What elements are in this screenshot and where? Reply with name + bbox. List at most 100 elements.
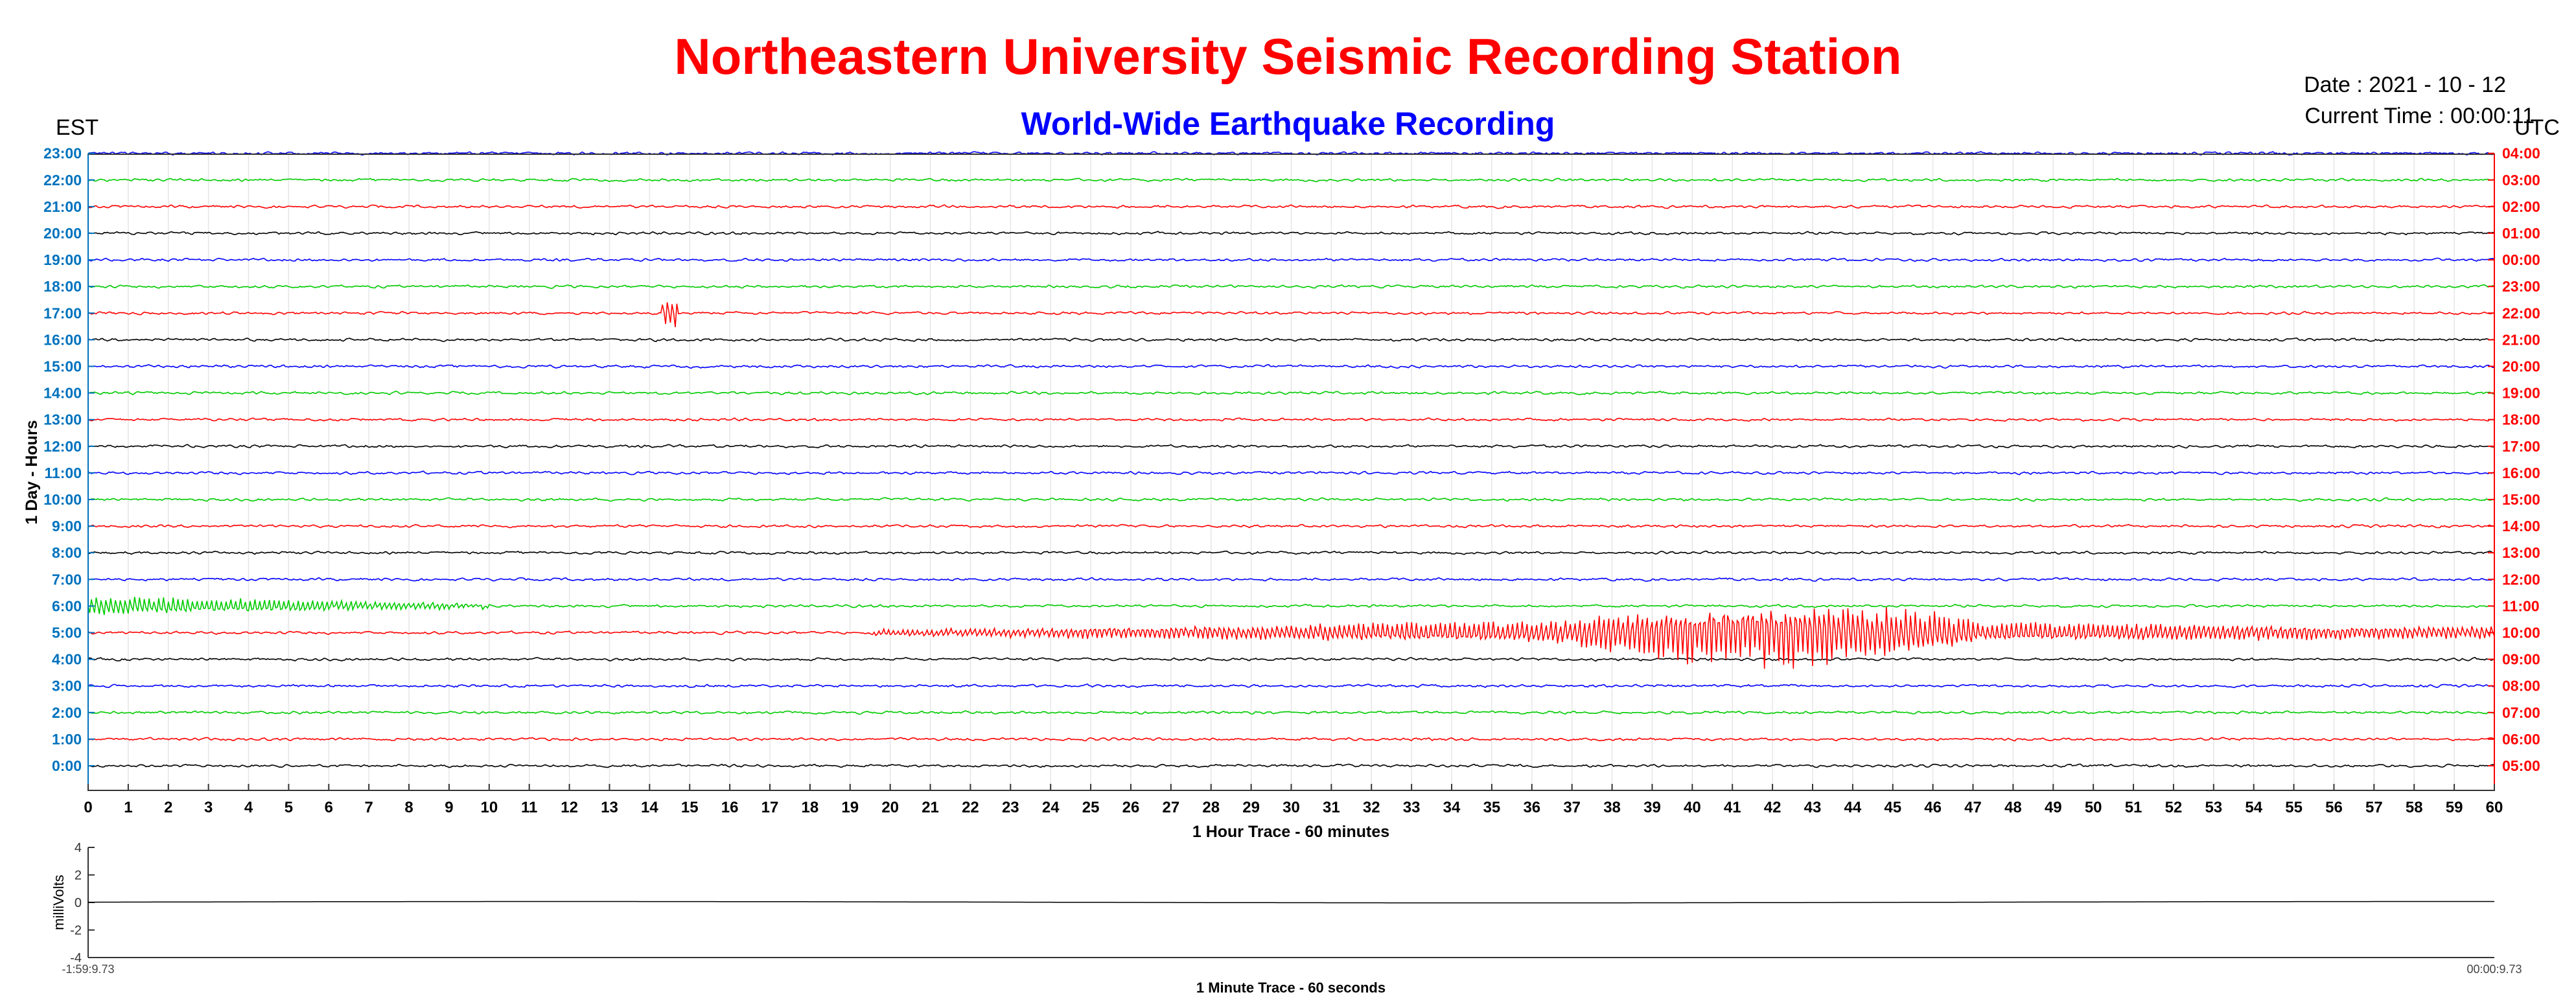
minute-end-label: 00:00:9.73 — [2466, 963, 2522, 976]
hour-trace-line — [87, 597, 2495, 615]
left-tick-label: 13:00 — [43, 411, 82, 428]
left-tick-label: 6:00 — [52, 597, 82, 614]
helicorder-xlabel: 1 Hour Trace - 60 minutes — [1192, 823, 1389, 841]
current-time-readout: Current Time : 00:00:11 — [2304, 104, 2535, 128]
x-tick-label: 5 — [284, 799, 293, 816]
hour-trace-line — [87, 338, 2495, 343]
left-tick-label: 22:00 — [43, 172, 82, 189]
hour-trace-line — [87, 364, 2495, 369]
minute-ylabel: milliVolts — [51, 875, 67, 930]
minute-ticks: 0 1 2 3 4 5 6 7 8 9 10 11 12 13 14 15 16 17 18 19 20 21 22 23 24… — [84, 784, 2503, 816]
x-tick-label: 51 — [2125, 799, 2142, 816]
x-tick-label: 0 — [84, 799, 92, 816]
x-tick-label: 17 — [761, 799, 779, 816]
right-tick-label: 23:00 — [2502, 278, 2540, 295]
x-tick-label: 6 — [325, 799, 333, 816]
hour-trace-line — [87, 710, 2495, 715]
helicorder-ylabel: 1 Day - Hours — [23, 420, 41, 524]
minute-y-ticks: 4 2 0 -2 -4 — [70, 841, 95, 965]
right-tick-label: 15:00 — [2502, 491, 2540, 508]
hour-trace-line — [88, 444, 2495, 449]
hour-trace-line — [88, 204, 2495, 209]
x-tick-label: 40 — [1684, 799, 1701, 816]
right-tick-label: 14:00 — [2502, 518, 2540, 534]
minute-y-tick-label: -2 — [70, 924, 82, 938]
x-tick-label: 20 — [881, 799, 899, 816]
right-tick-label: 16:00 — [2502, 465, 2540, 481]
left-tick-label: 21:00 — [43, 198, 82, 215]
x-tick-label: 59 — [2446, 799, 2463, 816]
x-tick-label: 52 — [2165, 799, 2183, 816]
right-tick-label: 19:00 — [2502, 385, 2540, 402]
left-tick-label: 9:00 — [52, 518, 82, 534]
x-tick-label: 36 — [1523, 799, 1540, 816]
x-tick-label: 35 — [1483, 799, 1501, 816]
x-tick-label: 50 — [2085, 799, 2102, 816]
right-tick-label: 05:00 — [2502, 757, 2540, 774]
right-tick-label: 04:00 — [2502, 145, 2540, 162]
x-tick-label: 57 — [2365, 799, 2383, 816]
left-tick-label: 18:00 — [43, 278, 82, 295]
hour-trace-line — [87, 470, 2495, 476]
hour-trace-line — [87, 763, 2495, 768]
x-tick-label: 49 — [2045, 799, 2062, 816]
hour-trace-line — [87, 257, 2495, 262]
x-tick-label: 2 — [164, 799, 172, 816]
hour-trace-line — [87, 302, 2495, 328]
right-tick-label: 10:00 — [2502, 625, 2540, 641]
right-tick-label: 17:00 — [2502, 438, 2540, 455]
x-tick-label: 9 — [445, 799, 453, 816]
x-tick-label: 30 — [1282, 799, 1300, 816]
left-tick-label: 17:00 — [43, 304, 82, 321]
minute-xlabel: 1 Minute Trace - 60 seconds — [1196, 980, 1386, 996]
x-tick-label: 27 — [1162, 799, 1179, 816]
minute-y-tick-label: 4 — [75, 841, 82, 855]
left-tick-label: 1:00 — [52, 731, 82, 748]
x-tick-label: 10 — [480, 799, 498, 816]
x-tick-label: 4 — [244, 799, 253, 816]
hour-trace-line — [87, 391, 2495, 396]
left-tick-label: 15:00 — [43, 358, 82, 375]
minute-y-tick-label: -4 — [70, 951, 82, 965]
x-tick-label: 34 — [1443, 799, 1461, 816]
x-tick-label: 12 — [561, 799, 578, 816]
right-tick-label: 02:00 — [2502, 198, 2540, 215]
right-tick-label: 03:00 — [2502, 172, 2540, 189]
minute-y-tick-label: 2 — [75, 869, 82, 883]
x-tick-label: 60 — [2486, 799, 2503, 816]
x-tick-label: 37 — [1563, 799, 1581, 816]
helicorder-traces — [87, 151, 2495, 768]
x-tick-label: 29 — [1242, 799, 1260, 816]
right-tick-label: 08:00 — [2502, 678, 2540, 695]
minute-start-label: -1:59:9.73 — [62, 963, 114, 976]
hour-trace-line — [87, 178, 2495, 183]
x-tick-label: 18 — [802, 799, 819, 816]
x-tick-label: 21 — [922, 799, 939, 816]
left-tick-label: 3:00 — [52, 678, 82, 695]
left-tick-label: 0:00 — [52, 757, 82, 774]
right-tick-label: 09:00 — [2502, 651, 2540, 668]
x-tick-label: 42 — [1764, 799, 1781, 816]
x-tick-label: 53 — [2205, 799, 2222, 816]
right-hour-ticks: 05:00 06:00 07:00 08:00 09:00 10:00 11:00 12:00… — [2488, 145, 2540, 774]
right-tick-label: 20:00 — [2502, 358, 2540, 375]
x-tick-label: 1 — [124, 799, 132, 816]
x-tick-label: 45 — [1884, 799, 1901, 816]
hour-trace-line — [88, 577, 2495, 582]
hour-trace-line — [87, 417, 2495, 422]
x-tick-label: 39 — [1643, 799, 1661, 816]
x-tick-label: 38 — [1603, 799, 1621, 816]
right-tick-label: 07:00 — [2502, 704, 2540, 721]
right-tick-label: 18:00 — [2502, 411, 2540, 428]
hour-trace-line — [87, 737, 2495, 742]
hour-trace-line — [87, 606, 2495, 669]
x-tick-label: 48 — [2004, 799, 2022, 816]
right-tick-label: 22:00 — [2502, 304, 2540, 321]
left-tick-label: 10:00 — [43, 491, 82, 508]
utc-zone-label: UTC — [2514, 115, 2560, 140]
left-tick-label: 4:00 — [52, 651, 82, 668]
x-tick-label: 14 — [641, 799, 658, 816]
x-tick-label: 3 — [204, 799, 213, 816]
x-tick-label: 32 — [1363, 799, 1380, 816]
